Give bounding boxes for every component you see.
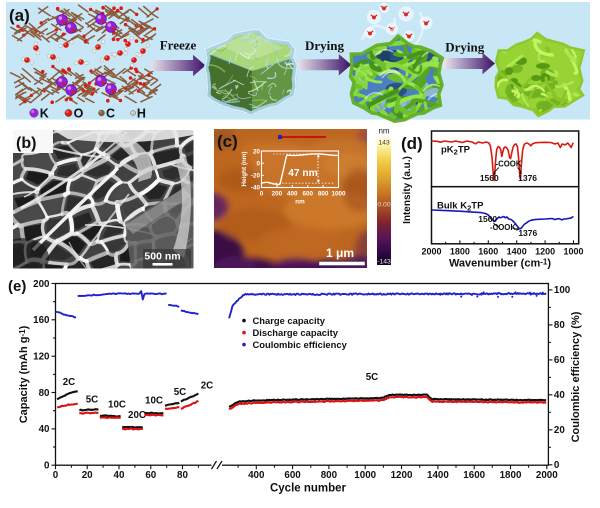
svg-text:(e): (e) bbox=[8, 278, 26, 295]
svg-text:120: 120 bbox=[33, 352, 50, 363]
svg-text:nm: nm bbox=[295, 199, 305, 206]
svg-text:Discharge capacity: Discharge capacity bbox=[253, 327, 339, 338]
svg-text:1800: 1800 bbox=[450, 246, 470, 256]
svg-text:1200: 1200 bbox=[391, 470, 413, 481]
svg-text:(c): (c) bbox=[217, 132, 238, 151]
svg-text:Drying: Drying bbox=[305, 38, 345, 53]
svg-text:10C: 10C bbox=[108, 400, 126, 411]
svg-text:0: 0 bbox=[44, 461, 50, 472]
svg-text:-COOK: -COOK bbox=[496, 160, 522, 169]
svg-text:400: 400 bbox=[248, 470, 265, 481]
svg-text:800: 800 bbox=[318, 191, 329, 198]
svg-text:200: 200 bbox=[272, 191, 283, 198]
svg-text:1376: 1376 bbox=[518, 228, 537, 238]
svg-text:800: 800 bbox=[321, 470, 338, 481]
svg-text:20: 20 bbox=[82, 470, 93, 481]
svg-text:1200: 1200 bbox=[535, 246, 555, 256]
svg-text:5C: 5C bbox=[366, 372, 379, 383]
svg-text:60: 60 bbox=[554, 355, 565, 366]
svg-text:1000: 1000 bbox=[563, 246, 583, 256]
svg-text:80: 80 bbox=[177, 470, 188, 481]
svg-text:600: 600 bbox=[284, 470, 301, 481]
svg-text:Charge capacity: Charge capacity bbox=[253, 315, 326, 326]
svg-text:-20: -20 bbox=[251, 173, 261, 180]
svg-text:500 nm: 500 nm bbox=[144, 251, 180, 263]
svg-text:5C: 5C bbox=[86, 395, 99, 406]
svg-text:K: K bbox=[40, 107, 49, 121]
svg-text:Height (nm): Height (nm) bbox=[241, 152, 248, 187]
svg-text:1800: 1800 bbox=[500, 470, 522, 481]
svg-text:Drying: Drying bbox=[445, 40, 485, 55]
svg-text:2000: 2000 bbox=[421, 246, 441, 256]
svg-text:1600: 1600 bbox=[478, 246, 498, 256]
svg-text:1376: 1376 bbox=[518, 173, 537, 183]
svg-text:1400: 1400 bbox=[427, 470, 449, 481]
svg-text:40: 40 bbox=[39, 424, 50, 435]
svg-text:Bulk K2TP: Bulk K2TP bbox=[437, 201, 484, 213]
svg-text:40: 40 bbox=[114, 470, 125, 481]
svg-text:-143: -143 bbox=[377, 259, 391, 266]
svg-text:20C: 20C bbox=[128, 410, 146, 421]
svg-text:Wavenumber (cm-1): Wavenumber (cm-1) bbox=[449, 257, 551, 269]
svg-text:0: 0 bbox=[53, 470, 59, 481]
svg-text:(d): (d) bbox=[401, 134, 423, 153]
svg-text:47 nm: 47 nm bbox=[288, 168, 317, 179]
svg-text:Coulombic efficiency: Coulombic efficiency bbox=[253, 339, 348, 350]
svg-text:400: 400 bbox=[287, 191, 298, 198]
svg-text:0: 0 bbox=[260, 191, 264, 198]
svg-text:Cycle number: Cycle number bbox=[270, 483, 347, 495]
svg-text:Capacity (mAh g-1): Capacity (mAh g-1) bbox=[18, 325, 30, 423]
svg-text:-COOK: -COOK bbox=[490, 223, 516, 232]
svg-text:1560: 1560 bbox=[480, 173, 499, 183]
svg-text:600: 600 bbox=[302, 191, 313, 198]
svg-text:2000: 2000 bbox=[536, 470, 558, 481]
svg-text:0: 0 bbox=[256, 161, 260, 168]
svg-text:143: 143 bbox=[378, 140, 390, 147]
svg-text:2C: 2C bbox=[63, 377, 76, 388]
svg-text:Coulombic efficiency (%): Coulombic efficiency (%) bbox=[570, 311, 582, 442]
svg-text:2C: 2C bbox=[201, 381, 214, 392]
svg-text:C: C bbox=[106, 107, 115, 121]
svg-text:5C: 5C bbox=[174, 387, 187, 398]
svg-text:0.00: 0.00 bbox=[377, 202, 390, 209]
svg-text:O: O bbox=[74, 107, 84, 121]
svg-text:1000: 1000 bbox=[331, 191, 346, 198]
svg-text:100: 100 bbox=[554, 285, 571, 296]
svg-text:(a): (a) bbox=[9, 6, 30, 25]
svg-text:60: 60 bbox=[145, 470, 156, 481]
svg-text:200: 200 bbox=[33, 279, 50, 290]
svg-text:1 μm: 1 μm bbox=[326, 246, 354, 260]
svg-text:80: 80 bbox=[39, 388, 50, 399]
svg-text:(b): (b) bbox=[16, 135, 36, 152]
svg-text:20: 20 bbox=[253, 148, 261, 155]
svg-text:10C: 10C bbox=[145, 396, 163, 407]
svg-text:160: 160 bbox=[33, 315, 50, 326]
svg-text:nm: nm bbox=[378, 127, 389, 136]
svg-text:Freeze: Freeze bbox=[160, 38, 197, 53]
svg-text:1400: 1400 bbox=[507, 246, 527, 256]
svg-text:20: 20 bbox=[554, 425, 565, 436]
svg-text:1000: 1000 bbox=[354, 470, 376, 481]
svg-text:40: 40 bbox=[554, 390, 565, 401]
svg-text:H: H bbox=[137, 107, 146, 121]
svg-text:1600: 1600 bbox=[463, 470, 485, 481]
svg-text:80: 80 bbox=[554, 320, 565, 331]
svg-text:Intensity (a.u.): Intensity (a.u.) bbox=[402, 156, 413, 224]
